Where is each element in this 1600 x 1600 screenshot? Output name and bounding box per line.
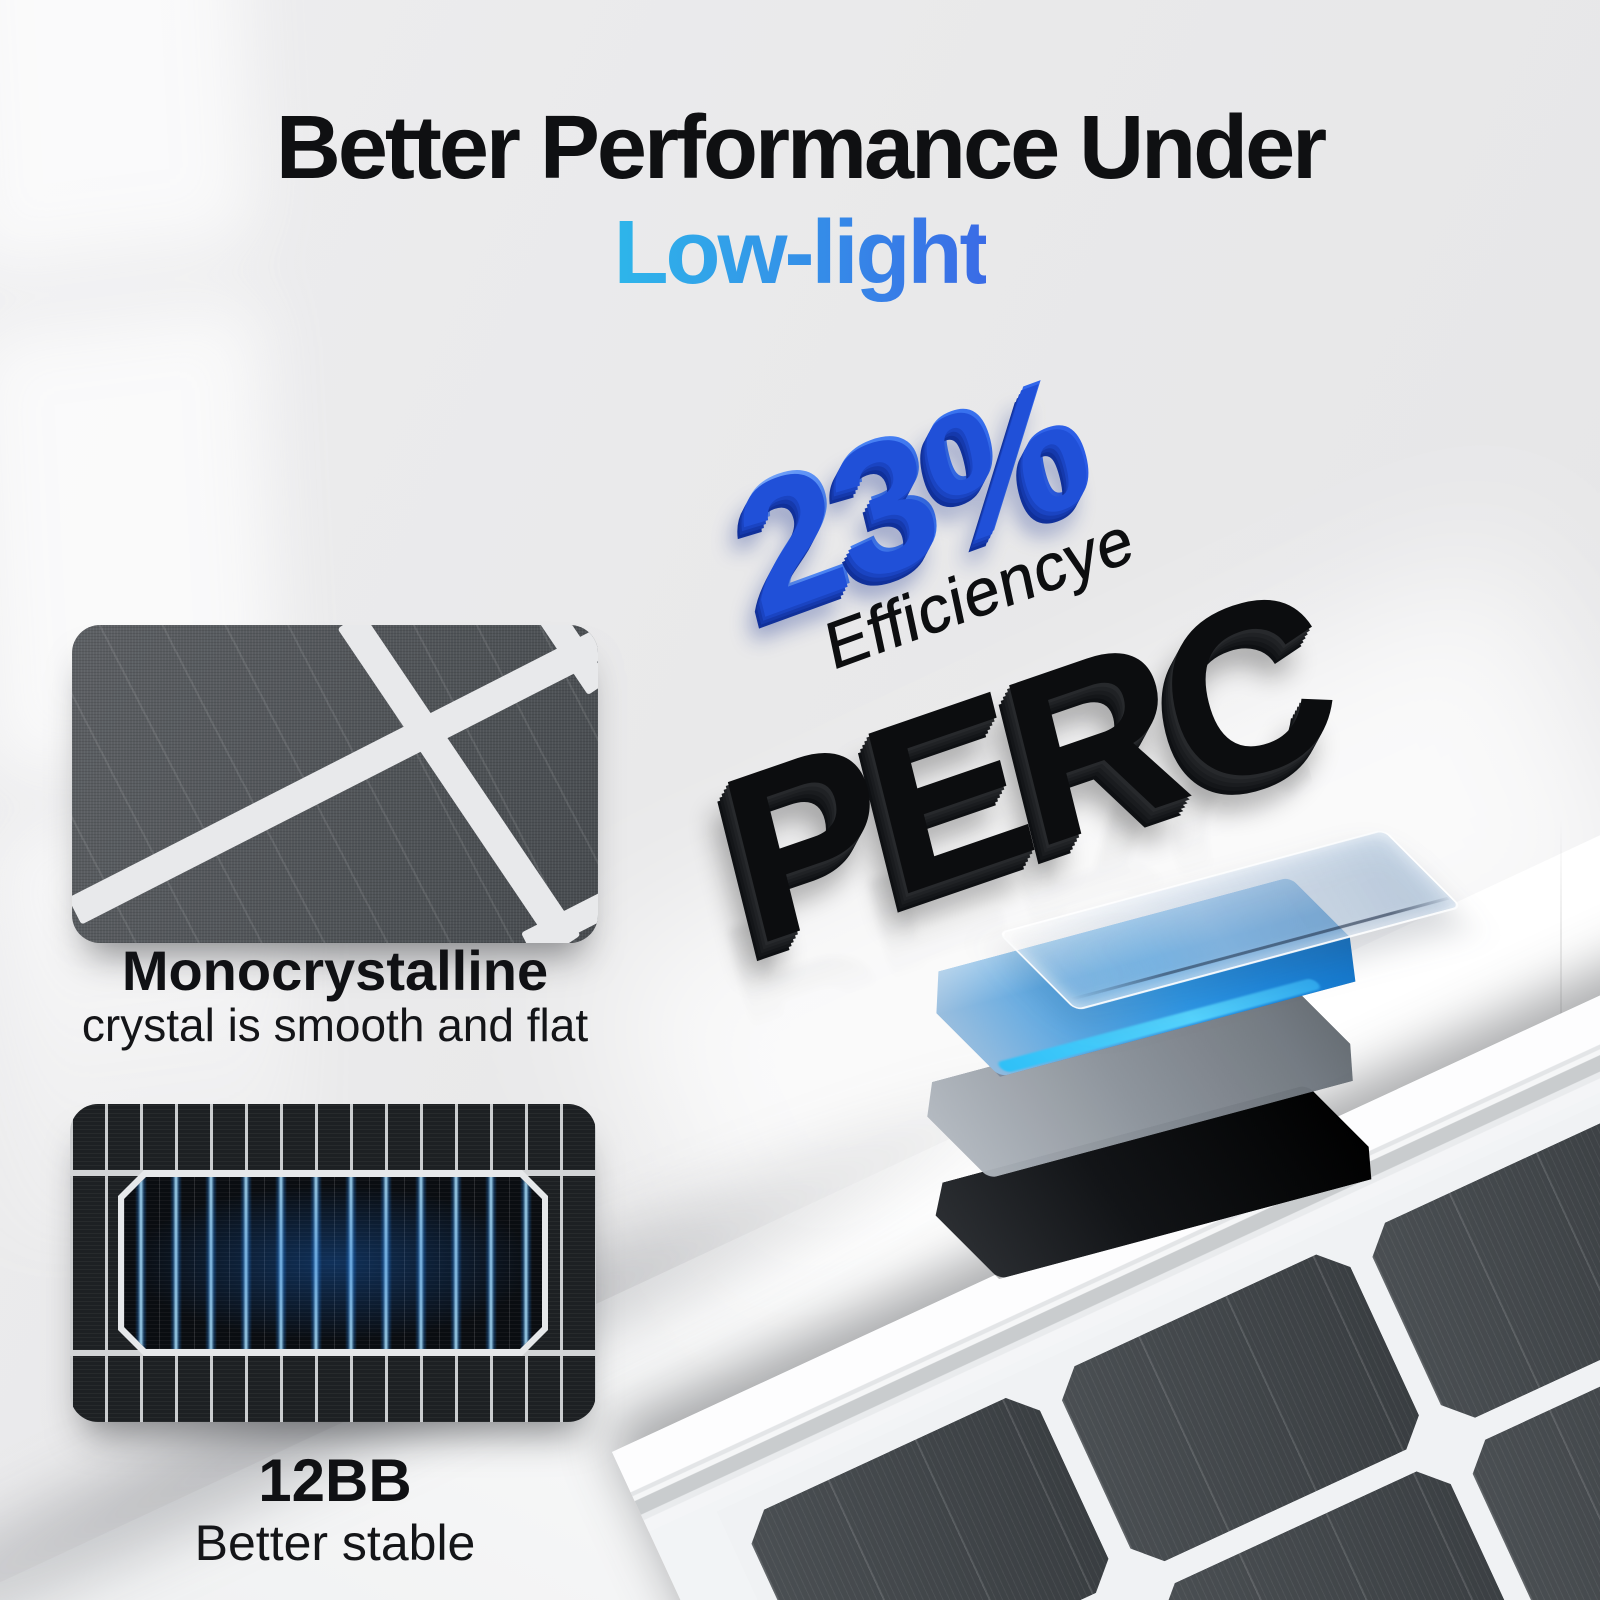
- page-title: Better Performance Under Low-light: [0, 96, 1600, 307]
- feature-title-busbar: 12BB: [258, 1447, 412, 1514]
- page-title-line1: Better Performance Under: [275, 98, 1327, 198]
- mono-cell-photo: [72, 625, 598, 943]
- busbar-cell-photo: [70, 1104, 596, 1422]
- feature-title-mono: Monocrystalline: [121, 939, 549, 1002]
- busbar-glow-strip: [124, 1177, 542, 1349]
- wall-corner-line: [1560, 818, 1562, 1198]
- page-title-line2: Low-light: [614, 201, 990, 306]
- feature-subtitle-busbar: Better stable: [194, 1515, 476, 1571]
- feature-subtitle-mono: crystal is smooth and flat: [81, 999, 589, 1051]
